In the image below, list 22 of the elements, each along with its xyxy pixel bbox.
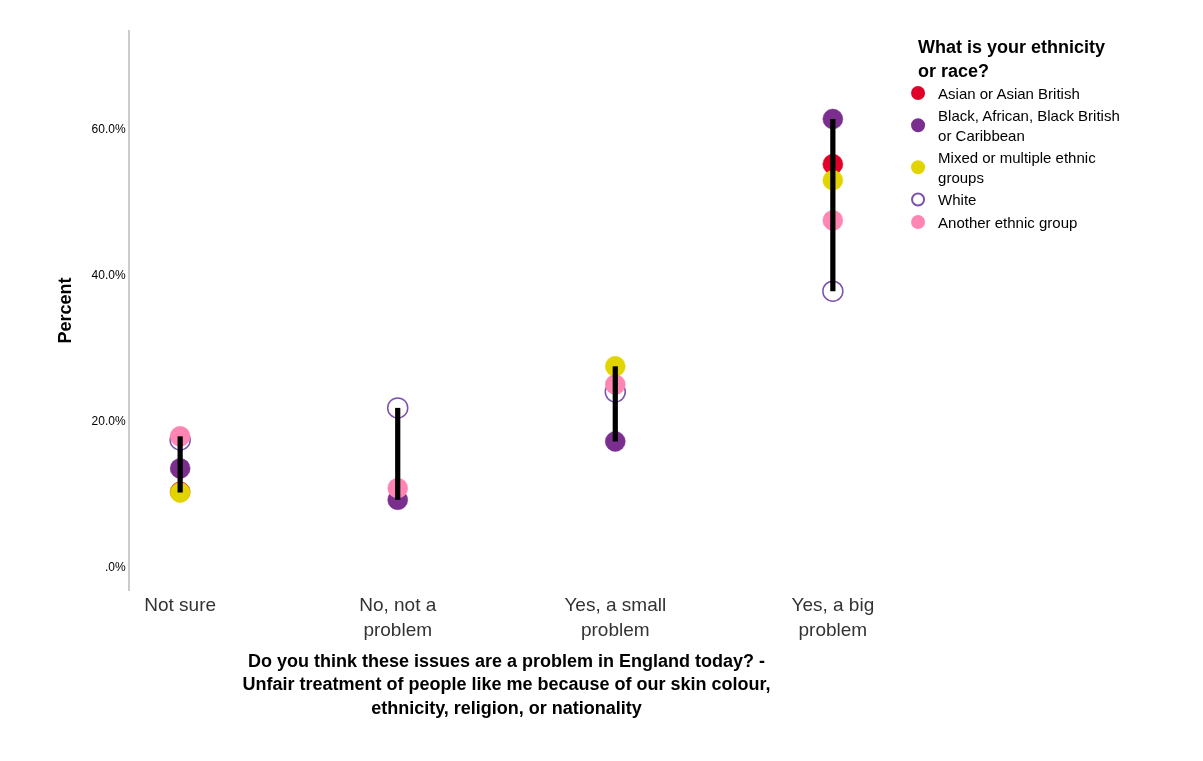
legend-label: Mixed or multiple ethnic groups — [938, 149, 1097, 186]
x-tick-label: No, not a problem — [359, 594, 437, 640]
point — [386, 397, 409, 419]
x-tick-label: Yes, a small problem — [564, 594, 667, 640]
x-tick-label: Yes, a big problem — [791, 594, 875, 640]
bar — [395, 407, 401, 500]
y-tick-label: 20.0% — [91, 414, 126, 429]
y-tick-label: 40.0% — [91, 268, 126, 283]
legend-label: Another ethnic group — [938, 213, 1078, 231]
y-tick-label: .0% — [104, 560, 126, 575]
y-axis-title: Percent — [55, 277, 76, 344]
legend-label: Black, African, Black British or Caribbean — [938, 107, 1120, 144]
legend-label: White — [938, 191, 977, 209]
legend-title: What is your ethnicity or race? — [918, 37, 1106, 81]
x-tick-label: Not sure — [144, 594, 217, 615]
legend-label: Asian or Asian British — [938, 84, 1080, 102]
y-tick-label: 60.0% — [91, 122, 126, 137]
bar — [177, 436, 183, 493]
x-axis-title: Do you think these issues are a problem in England today? - Unfair treatment of people like me because of our skin colour, ethnicity, religion, or nationality — [242, 650, 771, 718]
bar — [830, 119, 836, 292]
bar — [612, 366, 618, 442]
point — [822, 280, 844, 302]
